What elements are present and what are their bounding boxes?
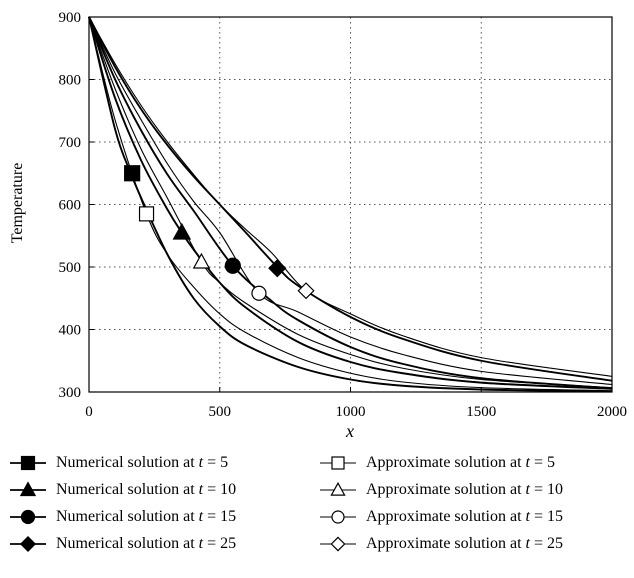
legend-label-prefix: Approximate solution at [366, 535, 526, 552]
legend-item-approximate-t10: Approximate solution at t = 10 [318, 479, 563, 501]
legend-label-value: = 5 [203, 454, 229, 471]
y-tick-label: 700 [59, 135, 82, 151]
legend-marker [331, 510, 345, 524]
legend-label-prefix: Approximate solution at [366, 508, 526, 525]
legend-label-variable: t [525, 535, 530, 552]
series-marker-numerical-t5 [124, 165, 141, 182]
legend-label: Approximate solution at t = 25 [366, 535, 563, 553]
x-tick-label: 500 [209, 404, 232, 420]
legend-label-variable: t [525, 454, 530, 471]
legend-label-variable: t [525, 508, 530, 525]
legend-marker [20, 509, 36, 525]
series-line-approximate-t25 [88, 16, 613, 377]
x-tick-label: 0 [85, 404, 93, 420]
legend-marker [330, 481, 346, 496]
x-tick-label: 1500 [466, 404, 496, 420]
legend-label-variable: t [198, 481, 204, 498]
y-tick-label: 300 [59, 385, 82, 401]
legend-label: Numerical solution at t = 10 [56, 481, 236, 499]
legend-item-approximate-t5: Approximate solution at t = 5 [318, 452, 555, 474]
legend-item-numerical-t25: Numerical solution at t = 25 [8, 533, 236, 555]
legend-label: Approximate solution at t = 15 [366, 508, 563, 526]
legend-item-approximate-t25: Approximate solution at t = 25 [318, 533, 563, 555]
legend-label-prefix: Numerical solution at [56, 481, 199, 498]
series-marker-numerical-t25 [268, 259, 287, 278]
legend-marker [331, 456, 345, 470]
series-marker-numerical-t10 [172, 222, 192, 240]
legend-symbol-circle-open [320, 510, 356, 524]
legend-label-prefix: Approximate solution at [366, 481, 526, 498]
legend-label-value: = 25 [529, 535, 564, 552]
legend-label-value: = 15 [529, 508, 564, 525]
legend-label: Numerical solution at t = 5 [56, 454, 228, 472]
legend-marker [20, 455, 36, 471]
legend-label: Approximate solution at t = 5 [366, 454, 555, 472]
legend-label-variable: t [198, 454, 204, 471]
legend-symbol-circle-filled [10, 509, 46, 525]
legend-label-prefix: Numerical solution at [56, 454, 199, 471]
legend: Numerical solution at t = 5 Numerical sol… [0, 442, 634, 578]
legend-symbol-square-open [320, 456, 356, 470]
y-tick-label: 800 [59, 73, 82, 89]
legend-label-value: = 25 [203, 535, 237, 552]
legend-label: Approximate solution at t = 10 [366, 481, 563, 499]
legend-label-variable: t [525, 481, 530, 498]
grid [89, 16, 613, 392]
series-marker-approximate-t10 [192, 252, 211, 269]
x-tick-label: 1000 [336, 404, 366, 420]
series-markers [124, 165, 315, 301]
legend-symbol-diamond-filled [10, 536, 46, 552]
legend-label-prefix: Numerical solution at [56, 508, 199, 525]
y-tick-labels: 300 400 500 600 700 800 900 [59, 10, 82, 401]
legend-label: Numerical solution at t = 25 [56, 535, 236, 553]
series-line-approximate-t10 [88, 16, 613, 389]
series-line-approximate-t15 [88, 16, 613, 386]
chart: 0 500 1000 1500 2000 300 400 500 600 700 800 900 T… [9, 10, 627, 441]
legend-marker [330, 536, 346, 552]
legend-item-numerical-t15: Numerical solution at t = 15 [8, 506, 236, 528]
legend-symbol-triangle-open [320, 481, 356, 496]
y-tick-label: 400 [59, 323, 82, 339]
legend-label-value: = 10 [529, 481, 564, 498]
y-tick-label: 600 [59, 198, 82, 214]
legend-label-variable: t [198, 508, 204, 525]
y-tick-label: 500 [59, 260, 82, 276]
legend-symbol-triangle-filled [10, 481, 46, 497]
y-tick-label: 900 [59, 10, 82, 26]
series-marker-approximate-t5 [138, 206, 155, 222]
legend-symbol-square-filled [10, 455, 46, 471]
x-tick-label: 2000 [597, 404, 627, 420]
legend-symbol-diamond-open [320, 536, 356, 552]
legend-label-value: = 5 [529, 454, 556, 471]
y-axis-title: Temperature [9, 163, 26, 244]
legend-item-numerical-t5: Numerical solution at t = 5 [8, 452, 228, 474]
series-marker-approximate-t15 [251, 285, 267, 301]
series-marker-numerical-t15 [224, 257, 241, 274]
legend-label-value: = 15 [203, 508, 237, 525]
legend-label-variable: t [198, 535, 204, 552]
x-tick-labels: 0 500 1000 1500 2000 [85, 404, 627, 420]
legend-label: Numerical solution at t = 15 [56, 508, 236, 526]
legend-label-prefix: Approximate solution at [366, 454, 526, 471]
legend-item-numerical-t10: Numerical solution at t = 10 [8, 479, 236, 501]
legend-marker [20, 536, 36, 552]
series-line-numerical-t25 [88, 16, 613, 382]
legend-marker [19, 481, 37, 497]
legend-label-value: = 10 [203, 481, 237, 498]
legend-item-approximate-t15: Approximate solution at t = 15 [318, 506, 563, 528]
series-marker-approximate-t25 [297, 282, 315, 300]
x-axis-title: x [345, 421, 354, 441]
legend-label-prefix: Numerical solution at [56, 535, 199, 552]
